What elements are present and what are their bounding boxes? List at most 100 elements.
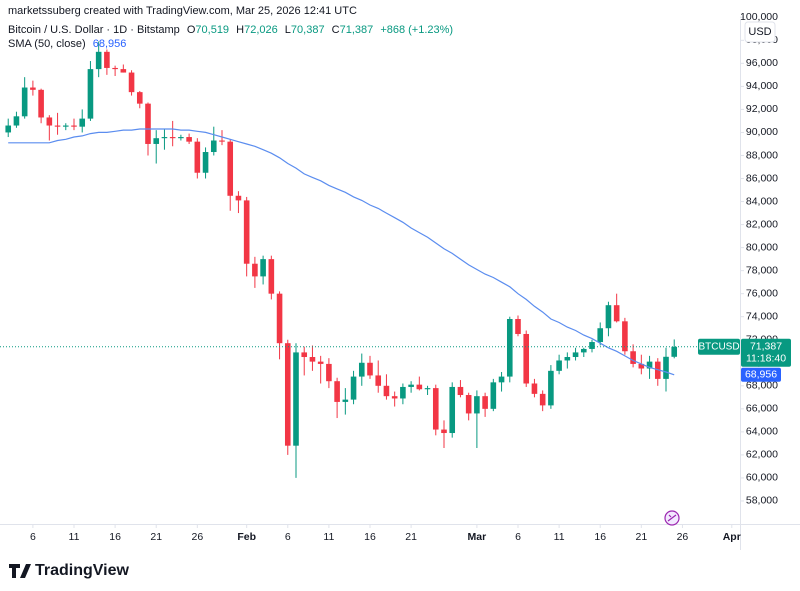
candle-body: [630, 351, 636, 364]
candle-body: [432, 388, 439, 430]
candle-body: [54, 125, 61, 127]
axes: 58,00060,00062,00064,00066,00068,00070,0…: [30, 11, 778, 543]
x-tick-label: 6: [515, 531, 521, 543]
y-tick-label: 68,000: [746, 380, 778, 392]
o-label: O: [187, 24, 196, 36]
y-tick-label: 76,000: [746, 287, 778, 299]
candle-body: [531, 383, 538, 394]
candle-body: [416, 384, 423, 390]
y-tick-label: 74,000: [746, 310, 778, 322]
candle-body: [284, 343, 291, 446]
y-tick-label: 88,000: [746, 149, 778, 161]
candle-body: [210, 140, 217, 153]
x-tick-label: 16: [109, 531, 121, 543]
y-tick-label: 94,000: [746, 80, 778, 92]
candle-body: [252, 263, 258, 277]
candle-body: [46, 117, 53, 126]
candle-body: [186, 137, 192, 142]
logo: [9, 564, 31, 578]
sma-badge: [741, 367, 781, 382]
y-tick-label: 64,000: [746, 426, 778, 438]
candle-body: [293, 352, 299, 446]
candle-body: [104, 51, 110, 68]
y-tick-label: 62,000: [746, 449, 778, 461]
candle-body: [227, 141, 234, 196]
y-tick-label: 66,000: [746, 403, 778, 415]
candle-body: [309, 357, 316, 362]
l-value: 70,387: [291, 24, 325, 36]
symbol-badge-label: BTCUSD: [698, 341, 739, 352]
candle-body: [243, 200, 250, 264]
y-tick-label: 96,000: [746, 57, 778, 69]
price-badge-countdown: 11:18:40: [746, 353, 786, 365]
change: +868 (+1.23%): [380, 24, 453, 36]
y-tick-label: 82,000: [746, 218, 778, 230]
candle-body: [202, 152, 209, 173]
candle-body: [317, 361, 324, 364]
candle-body: [400, 386, 406, 399]
x-tick-label: 16: [364, 531, 376, 543]
x-tick-label: 26: [191, 531, 203, 543]
x-tick-label: 11: [69, 531, 80, 543]
candle-body: [523, 333, 530, 384]
event-icon[interactable]: [664, 510, 680, 526]
candle-body: [71, 125, 77, 127]
candle-body: [5, 125, 12, 133]
candle-body: [441, 429, 447, 434]
candle-body: [276, 293, 283, 344]
candle-body: [597, 328, 604, 343]
sma-label: SMA (50, close): [8, 38, 86, 50]
candle-body: [128, 72, 135, 93]
candle-body: [572, 352, 579, 358]
x-tick-label: Apr: [723, 531, 741, 543]
sma-badge-value: 68,956: [745, 369, 777, 381]
candle-body: [449, 386, 456, 434]
candle-body: [663, 356, 669, 379]
candle-body: [334, 381, 340, 402]
x-tick-label: 6: [285, 531, 291, 543]
sma-line: [8, 128, 675, 376]
legend-sma: SMA (50, close) 68,956: [8, 38, 126, 50]
x-tick-label: 16: [594, 531, 606, 543]
candle-body: [95, 51, 102, 70]
candle-body: [498, 376, 505, 383]
y-tick-label: 92,000: [746, 103, 778, 115]
candle-body: [38, 89, 44, 118]
y-tick-label: 100,000: [740, 11, 778, 23]
candle-body: [219, 140, 225, 142]
x-tick-label: Feb: [237, 531, 256, 543]
candle-body: [161, 137, 168, 139]
candle-body: [136, 92, 143, 104]
candle-body: [326, 363, 332, 382]
price-badge: [741, 338, 791, 367]
x-tick-label: 26: [677, 531, 689, 543]
y-tick-label: 78,000: [746, 264, 778, 276]
candle-body: [194, 141, 201, 173]
symbol: Bitcoin / U.S. Dollar · 1D · Bitstamp: [8, 24, 180, 36]
candle-body: [301, 352, 308, 358]
candle-body: [62, 125, 69, 127]
candle-body: [556, 360, 562, 371]
y-tick-label: 58,000: [746, 495, 778, 507]
currency[interactable]: USD: [748, 26, 771, 38]
l-label: L: [285, 24, 291, 36]
candle-body: [457, 386, 464, 396]
y-tick-label: 80,000: [746, 241, 778, 253]
price-badge-value: 71,387: [750, 341, 782, 353]
legend-main: Bitcoin / U.S. Dollar · 1D · Bitstamp O 7…: [8, 24, 453, 36]
brand: TradingView: [35, 562, 130, 579]
currency-box[interactable]: [744, 21, 776, 43]
candle-body: [646, 361, 653, 369]
candle-body: [21, 87, 28, 117]
candle-body: [490, 382, 497, 409]
candle-body: [408, 384, 414, 387]
y-tick-label: 60,000: [746, 472, 778, 484]
candle-body: [358, 362, 365, 377]
candle-body: [424, 388, 431, 390]
candle-body: [268, 259, 275, 294]
candle-body: [671, 346, 678, 357]
candle-body: [145, 103, 151, 144]
candle-body: [30, 87, 36, 90]
